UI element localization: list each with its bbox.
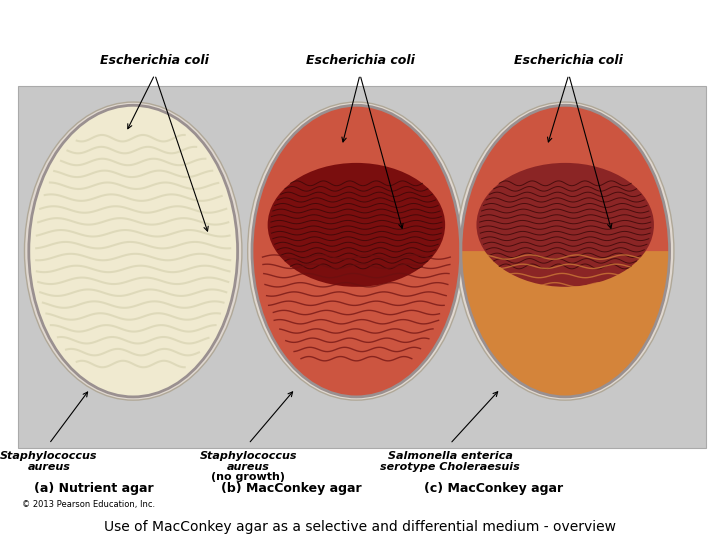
Ellipse shape	[477, 163, 654, 287]
Text: Escherichia coli: Escherichia coli	[514, 55, 624, 68]
Text: Staphylococcus
aureus: Staphylococcus aureus	[0, 451, 98, 472]
Ellipse shape	[24, 102, 242, 400]
Polygon shape	[461, 251, 670, 397]
Ellipse shape	[456, 102, 674, 400]
Ellipse shape	[248, 102, 465, 400]
Text: © 2013 Pearson Education, Inc.: © 2013 Pearson Education, Inc.	[22, 501, 155, 509]
Ellipse shape	[268, 163, 445, 287]
Text: (a) Nutrient agar: (a) Nutrient agar	[34, 482, 153, 495]
Ellipse shape	[461, 105, 670, 397]
Text: Escherichia coli: Escherichia coli	[305, 55, 415, 68]
Text: Escherichia coli: Escherichia coli	[100, 55, 210, 68]
Ellipse shape	[29, 105, 238, 397]
Ellipse shape	[252, 105, 461, 397]
Text: Staphylococcus
aureus: Staphylococcus aureus	[199, 451, 297, 472]
Text: (no growth): (no growth)	[212, 472, 285, 483]
Text: Salmonella enterica
serotype Choleraesuis: Salmonella enterica serotype Choleraesui…	[380, 451, 520, 472]
Text: Use of MacConkey agar as a selective and differential medium - overview: Use of MacConkey agar as a selective and…	[104, 519, 616, 534]
Text: (c) MacConkey agar: (c) MacConkey agar	[423, 482, 563, 495]
Text: (b) MacConkey agar: (b) MacConkey agar	[221, 482, 362, 495]
FancyBboxPatch shape	[18, 86, 706, 448]
